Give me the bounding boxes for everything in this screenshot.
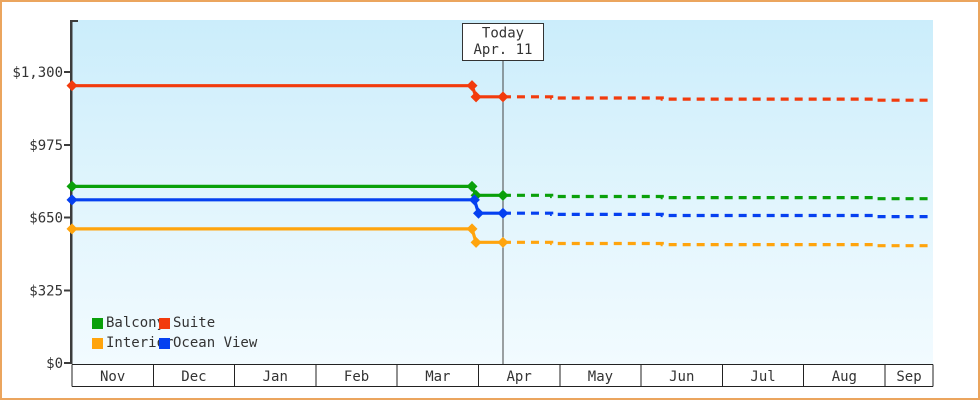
series-layer: [66, 80, 933, 248]
y-axis-ticks: $0 $325 $650 $975 $1,300: [12, 65, 71, 372]
series-forecast-line-suite: [502, 95, 933, 102]
series-forecast-line-interior: [502, 240, 933, 248]
y-tick-label: $325: [29, 283, 63, 299]
series-forecast-line-balcony: [502, 193, 933, 201]
series-forecast-line-ocean-view: [502, 211, 933, 219]
month-label: Feb: [344, 369, 369, 385]
month-label: Jun: [669, 369, 694, 385]
month-label: Nov: [100, 369, 125, 385]
y-tick-label: $650: [29, 211, 63, 227]
price-point-marker-suite: [470, 91, 482, 103]
price-point-marker-balcony: [497, 189, 509, 201]
y-tick-label: $1,300: [12, 65, 63, 81]
month-label: May: [588, 369, 613, 385]
price-point-marker-ocean-view: [497, 207, 509, 219]
price-point-marker-balcony: [466, 180, 478, 192]
series-history-line-ocean-view: [72, 198, 503, 215]
price-point-marker-suite: [66, 80, 78, 92]
series-history-line-interior: [72, 227, 503, 244]
price-point-marker-interior: [466, 223, 478, 235]
today-annotation-box: [462, 23, 544, 61]
y-tick-label: $975: [29, 138, 63, 154]
y-tick-label: $0: [46, 356, 63, 372]
today-date-label: Apr. 11: [473, 42, 532, 58]
month-label: Aug: [832, 369, 857, 385]
series-history-line-suite: [72, 84, 503, 99]
price-point-marker-balcony: [66, 180, 78, 192]
month-label: Jan: [263, 369, 288, 385]
price-point-marker-interior: [497, 236, 509, 248]
price-point-marker-interior: [470, 236, 482, 248]
x-axis-month-band: Nov Dec Jan Feb Mar Apr May Jun Jul Aug Sep: [71, 364, 934, 387]
series-history-line-balcony: [72, 184, 503, 197]
price-point-marker-interior: [66, 223, 78, 235]
price-point-marker-ocean-view: [468, 194, 480, 206]
price-point-marker-suite: [497, 91, 509, 103]
month-label: Mar: [425, 369, 450, 385]
today-annotation: Today Apr. 11: [462, 23, 544, 61]
month-label: Jul: [750, 369, 775, 385]
price-point-marker-ocean-view: [66, 194, 78, 206]
month-label: Apr: [507, 369, 532, 385]
price-point-marker-ocean-view: [473, 207, 484, 219]
today-label: Today: [482, 26, 524, 42]
month-label: Sep: [896, 369, 921, 385]
y-axis: [69, 20, 78, 364]
month-label: Dec: [181, 369, 206, 385]
price-point-marker-suite: [466, 80, 478, 92]
